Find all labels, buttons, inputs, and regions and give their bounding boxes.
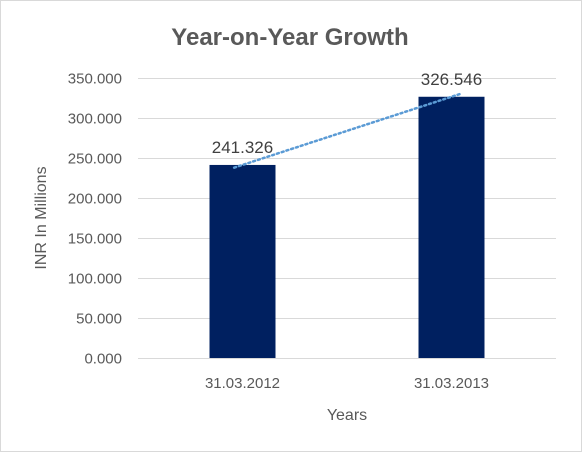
x-tick-label: 31.03.2013 [414,375,489,392]
y-tick-label: 250.000 [68,151,122,168]
chart-title: Year-on-Year Growth [171,24,408,51]
data-label: 326.546 [421,70,482,89]
y-tick-label: 300.000 [68,111,122,128]
y-tick-label: 50.000 [76,311,122,328]
x-axis-ticks: 31.03.2012 31.03.2013 [205,375,489,392]
bar [209,164,276,358]
x-tick-label: 31.03.2012 [205,375,280,392]
trendline [232,92,462,169]
gridlines [138,78,556,359]
y-tick-label: 200.000 [68,191,122,208]
data-labels: 241.326 326.546 [212,70,482,157]
data-label: 241.326 [212,138,273,157]
y-axis-label: INR In Millions [33,166,50,269]
y-tick-label: 0.000 [84,351,122,368]
bars [209,96,485,359]
x-axis-label: Years [327,407,367,424]
bar [418,96,485,359]
trendline-line [232,92,462,169]
y-tick-label: 100.000 [68,271,122,288]
y-tick-label: 150.000 [68,231,122,248]
y-axis-ticks: 0.000 50.000 100.000 150.000 200.000 250.000 3… [68,71,122,368]
y-tick-label: 350.000 [68,71,122,88]
